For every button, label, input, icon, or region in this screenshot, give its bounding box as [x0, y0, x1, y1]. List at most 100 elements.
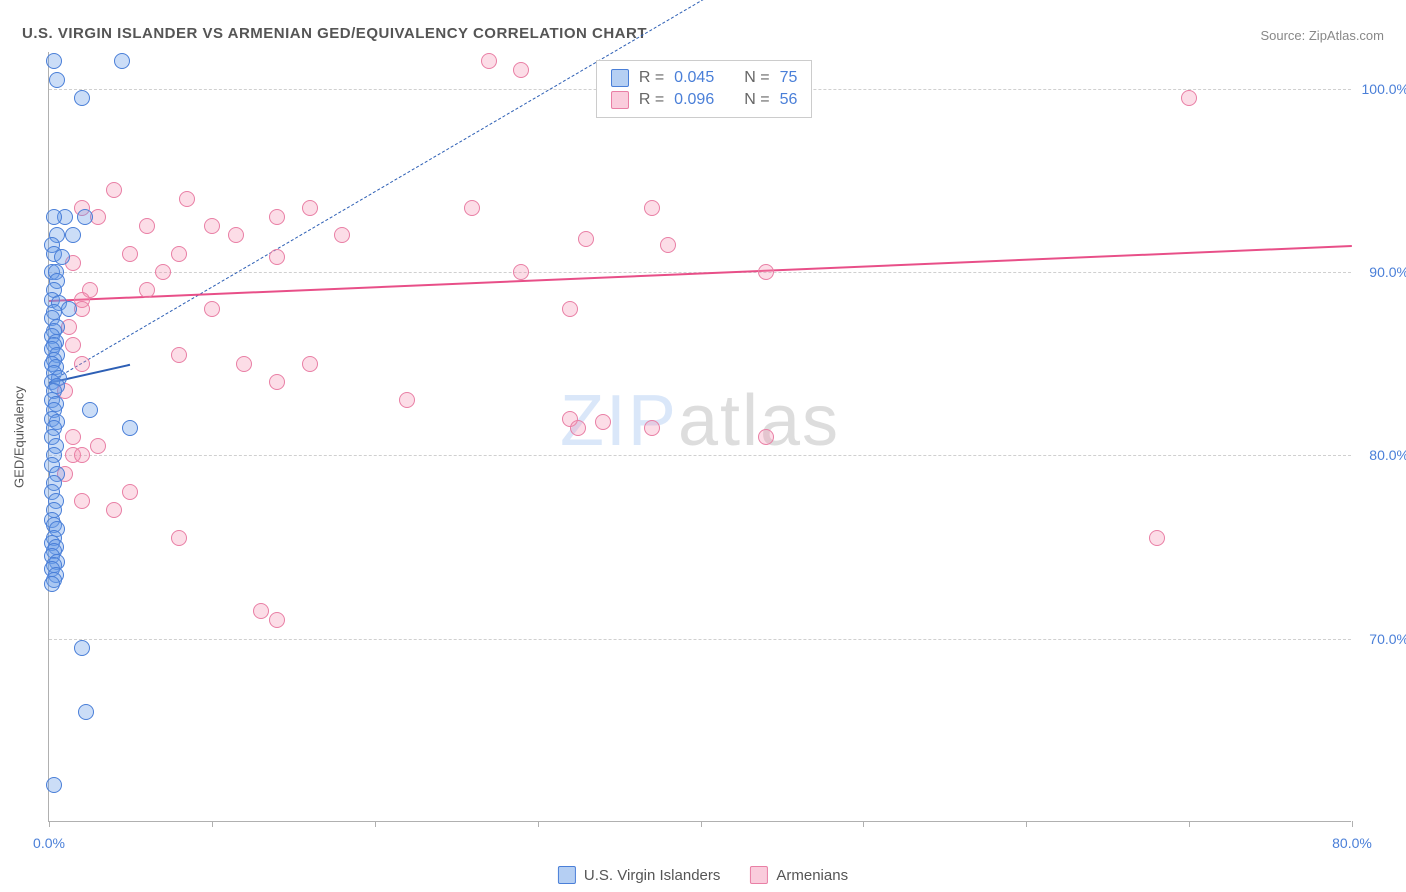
data-point [65, 227, 81, 243]
data-point [578, 231, 594, 247]
data-point [78, 704, 94, 720]
swatch-pink [750, 866, 768, 884]
y-tick-label: 100.0% [1362, 81, 1406, 97]
source-name: ZipAtlas.com [1309, 28, 1384, 43]
data-point [758, 264, 774, 280]
legend-pink-n: 56 [780, 91, 798, 109]
data-point [758, 429, 774, 445]
data-point [74, 447, 90, 463]
data-point [61, 301, 77, 317]
data-point [54, 249, 70, 265]
x-tick [701, 821, 702, 827]
data-point [155, 264, 171, 280]
legend-row-blue: R = 0.045 N = 75 [611, 67, 798, 89]
data-point [74, 90, 90, 106]
data-point [464, 200, 480, 216]
correlation-legend: R = 0.045 N = 75 R = 0.096 N = 56 [596, 60, 813, 118]
x-tick-label: 0.0% [33, 835, 65, 851]
y-tick-label: 80.0% [1369, 447, 1406, 463]
x-tick [1352, 821, 1353, 827]
x-tick [1189, 821, 1190, 827]
data-point [269, 374, 285, 390]
data-point [74, 356, 90, 372]
data-point [171, 246, 187, 262]
data-point [204, 301, 220, 317]
x-tick [49, 821, 50, 827]
data-point [122, 420, 138, 436]
plot-area: GED/Equivalency ZIPatlas 70.0%80.0%90.0%… [48, 52, 1351, 822]
data-point [481, 53, 497, 69]
data-point [74, 640, 90, 656]
data-point [269, 612, 285, 628]
legend-blue-n: 75 [780, 69, 798, 87]
legend-n-label: N = [744, 91, 769, 109]
legend-r-label: R = [639, 91, 664, 109]
data-point [660, 237, 676, 253]
y-tick-label: 70.0% [1369, 631, 1406, 647]
data-point [74, 493, 90, 509]
data-point [49, 72, 65, 88]
source-attribution: Source: ZipAtlas.com [1260, 28, 1384, 43]
data-point [644, 200, 660, 216]
data-point [570, 420, 586, 436]
data-point [179, 191, 195, 207]
data-point [171, 347, 187, 363]
data-point [302, 356, 318, 372]
legend-n-label: N = [744, 69, 769, 87]
data-point [106, 502, 122, 518]
trend-line [49, 0, 864, 383]
data-point [65, 337, 81, 353]
x-tick [1026, 821, 1027, 827]
legend-label-blue: U.S. Virgin Islanders [584, 867, 720, 884]
data-point [65, 429, 81, 445]
gridline [49, 455, 1351, 456]
data-point [334, 227, 350, 243]
data-point [1149, 530, 1165, 546]
data-point [82, 402, 98, 418]
data-point [399, 392, 415, 408]
data-point [302, 200, 318, 216]
data-point [513, 62, 529, 78]
data-point [77, 209, 93, 225]
legend-row-pink: R = 0.096 N = 56 [611, 89, 798, 111]
gridline [49, 639, 1351, 640]
x-tick [212, 821, 213, 827]
data-point [171, 530, 187, 546]
data-point [44, 576, 60, 592]
x-tick [863, 821, 864, 827]
data-point [269, 209, 285, 225]
legend-pink-r: 0.096 [674, 91, 714, 109]
data-point [106, 182, 122, 198]
legend-r-label: R = [639, 69, 664, 87]
legend-blue-r: 0.045 [674, 69, 714, 87]
data-point [204, 218, 220, 234]
chart-title: U.S. VIRGIN ISLANDER VS ARMENIAN GED/EQU… [22, 25, 647, 42]
watermark-atlas: atlas [678, 381, 840, 461]
legend-item-pink: Armenians [750, 866, 848, 884]
data-point [90, 438, 106, 454]
data-point [513, 264, 529, 280]
data-point [228, 227, 244, 243]
legend-label-pink: Armenians [776, 867, 848, 884]
data-point [46, 53, 62, 69]
series-legend: U.S. Virgin Islanders Armenians [558, 866, 848, 884]
data-point [595, 414, 611, 430]
data-point [236, 356, 252, 372]
swatch-pink [611, 91, 629, 109]
data-point [139, 218, 155, 234]
trend-line [49, 245, 1352, 302]
data-point [1181, 90, 1197, 106]
swatch-blue [558, 866, 576, 884]
swatch-blue [611, 69, 629, 87]
y-axis-title: GED/Equivalency [12, 386, 27, 488]
data-point [139, 282, 155, 298]
data-point [122, 246, 138, 262]
source-prefix: Source: [1260, 28, 1308, 43]
y-tick-label: 90.0% [1369, 264, 1406, 280]
data-point [114, 53, 130, 69]
data-point [644, 420, 660, 436]
data-point [46, 777, 62, 793]
legend-item-blue: U.S. Virgin Islanders [558, 866, 720, 884]
data-point [46, 209, 62, 225]
x-tick-label: 80.0% [1332, 835, 1372, 851]
